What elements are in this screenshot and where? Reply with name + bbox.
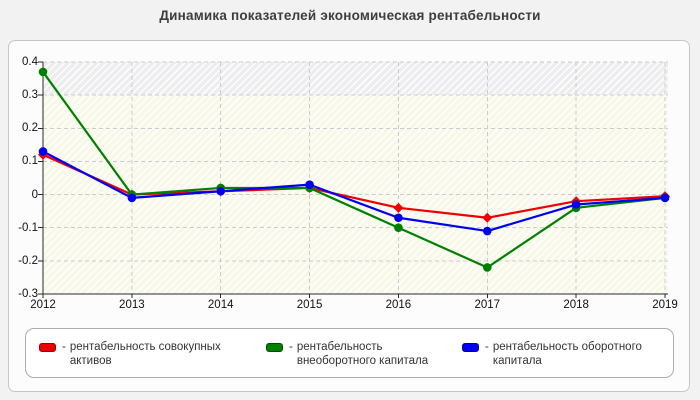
y-axis-tick-label: 0.3 bbox=[22, 89, 38, 102]
x-axis-tick-label: 2016 bbox=[385, 299, 412, 311]
x-axis-tick-label: 2015 bbox=[296, 299, 323, 311]
legend-swatch-blue-icon bbox=[462, 343, 479, 352]
data-point-blue bbox=[394, 213, 403, 223]
legend-label: рентабельность внеоборотного капитала bbox=[296, 341, 429, 367]
data-point-blue bbox=[216, 186, 226, 196]
data-point-blue bbox=[305, 180, 314, 189]
legend-box: - рентабельность совокупных активов - ре… bbox=[25, 328, 674, 378]
data-point-green bbox=[38, 67, 48, 77]
data-point-green bbox=[394, 223, 403, 233]
plot-hatch-band-top bbox=[43, 62, 668, 95]
x-axis-tick-label: 2012 bbox=[30, 299, 56, 311]
y-axis-tick-label: -0.3 bbox=[18, 288, 38, 300]
data-point-blue bbox=[482, 226, 492, 236]
legend-item-noncurrent-capital: - рентабельность внеоборотного капитала bbox=[266, 340, 439, 368]
legend-label: рентабельность оборотного капитала bbox=[492, 341, 642, 367]
legend-dash: - bbox=[485, 341, 489, 353]
data-point-blue bbox=[38, 147, 48, 156]
y-axis-tick-label: -0.2 bbox=[18, 254, 38, 267]
legend-dash: - bbox=[289, 341, 293, 353]
data-point-blue bbox=[571, 200, 581, 209]
y-axis-tick-label: 0.1 bbox=[22, 155, 38, 168]
legend-dash: - bbox=[62, 341, 66, 353]
data-point-red bbox=[482, 212, 493, 223]
legend-item-total-assets: - рентабельность совокупных активов bbox=[39, 340, 228, 368]
x-axis-tick-label: 2019 bbox=[652, 299, 678, 311]
y-axis-tick-label: 0.2 bbox=[22, 122, 38, 135]
x-axis-tick-label: 2014 bbox=[207, 299, 234, 311]
y-axis-tick-label: 0 bbox=[31, 188, 38, 201]
y-axis-tick-label: 0.4 bbox=[22, 56, 38, 68]
chart-title: Динамика показателей экономическая рента… bbox=[159, 8, 541, 23]
legend-swatch-red-icon bbox=[39, 343, 56, 352]
y-axis-tick-label: -0.1 bbox=[18, 221, 38, 234]
data-point-green bbox=[482, 263, 492, 272]
legend-swatch-green-icon bbox=[266, 343, 283, 352]
data-point-blue bbox=[127, 193, 137, 203]
data-point-blue bbox=[660, 193, 670, 203]
series-line-green bbox=[42, 71, 666, 269]
x-axis-tick-label: 2018 bbox=[563, 299, 589, 311]
series-line-blue bbox=[42, 150, 666, 233]
x-axis-tick-label: 2017 bbox=[474, 299, 501, 311]
legend-label: рентабельность совокупных активов bbox=[69, 341, 221, 367]
x-axis-tick-label: 2013 bbox=[119, 299, 145, 311]
legend-item-working-capital: - рентабельность оборотного капитала bbox=[462, 340, 653, 368]
data-point-red bbox=[393, 202, 404, 213]
